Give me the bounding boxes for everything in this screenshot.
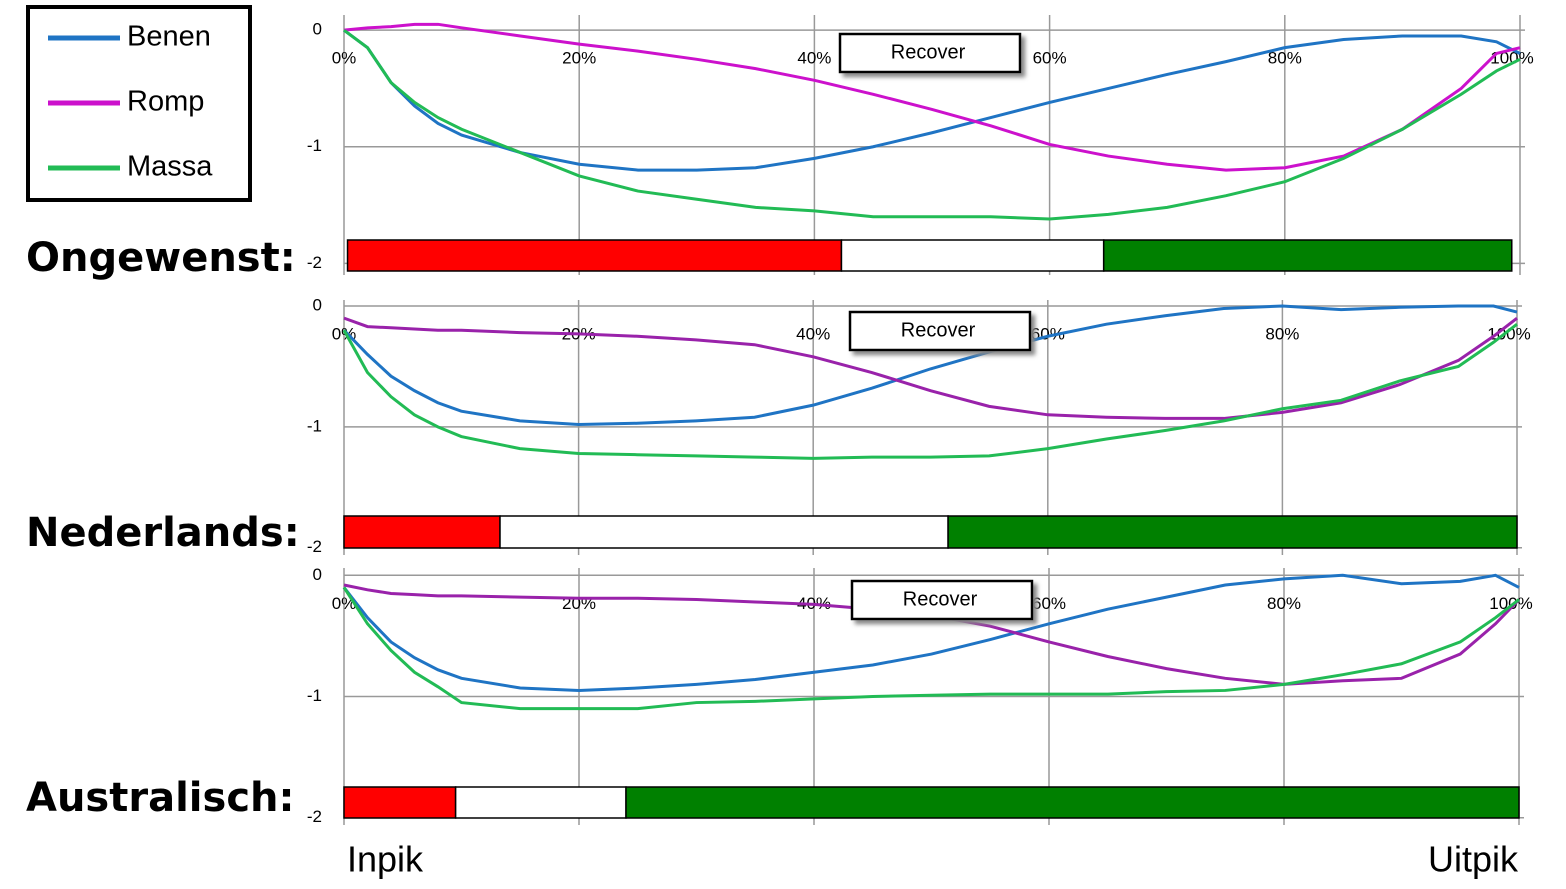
chart-title: Australisch: xyxy=(26,775,295,821)
x-tick-label: 40% xyxy=(797,49,831,68)
x-tick-label: 80% xyxy=(1265,325,1299,344)
series-line xyxy=(343,28,1521,172)
chart-title: Nederlands: xyxy=(26,510,300,556)
annotation: Recover xyxy=(901,319,976,341)
annotation: Recover xyxy=(903,588,978,610)
y-tick-label: -1 xyxy=(307,136,322,155)
series-line xyxy=(342,573,1520,692)
y-tick-label: 0 xyxy=(313,296,322,315)
phase-segment xyxy=(499,515,949,549)
y-tick-label: 0 xyxy=(313,565,322,584)
series-line xyxy=(343,22,1521,172)
x-tick-label: 80% xyxy=(1268,49,1302,68)
series-line xyxy=(342,586,1520,711)
phase-segment xyxy=(840,239,1105,272)
x-tick-label: 60% xyxy=(1032,594,1066,613)
phase-segment xyxy=(1102,239,1513,272)
phase-segment xyxy=(454,786,627,819)
chart-title: Ongewenst: xyxy=(26,235,296,281)
x-tick-label: 0% xyxy=(332,49,357,68)
phase-segment xyxy=(343,786,457,819)
legend-label: Romp xyxy=(127,86,204,118)
y-tick-label: -2 xyxy=(307,537,322,556)
x-tick-label: 60% xyxy=(1033,49,1067,68)
phase-segment xyxy=(346,239,843,272)
y-tick-label: 0 xyxy=(313,20,322,39)
y-tick-label: -2 xyxy=(307,253,322,272)
x-tick-label: 20% xyxy=(562,49,596,68)
y-tick-label: -2 xyxy=(307,807,322,826)
phase-segment xyxy=(947,515,1518,549)
x-tick-label: 100% xyxy=(1489,594,1532,613)
legend-label: Benen xyxy=(127,21,211,53)
series-line xyxy=(342,322,1518,460)
series-line xyxy=(342,304,1518,426)
phase-segment xyxy=(343,515,501,549)
annotation: Recover xyxy=(891,41,966,63)
series-line xyxy=(343,28,1521,221)
footer-left: Inpik xyxy=(347,839,424,880)
annotation-box xyxy=(838,32,1022,74)
legend-label: Massa xyxy=(127,151,213,183)
x-tick-label: 40% xyxy=(796,325,830,344)
y-tick-label: -1 xyxy=(307,686,322,705)
annotation-box xyxy=(850,579,1034,621)
footer-right: Uitpik xyxy=(1428,839,1519,880)
phase-segment xyxy=(625,786,1520,819)
series-line xyxy=(343,316,1518,420)
y-tick-label: -1 xyxy=(307,416,322,435)
annotation-box xyxy=(848,310,1032,352)
x-tick-label: 80% xyxy=(1267,594,1301,613)
